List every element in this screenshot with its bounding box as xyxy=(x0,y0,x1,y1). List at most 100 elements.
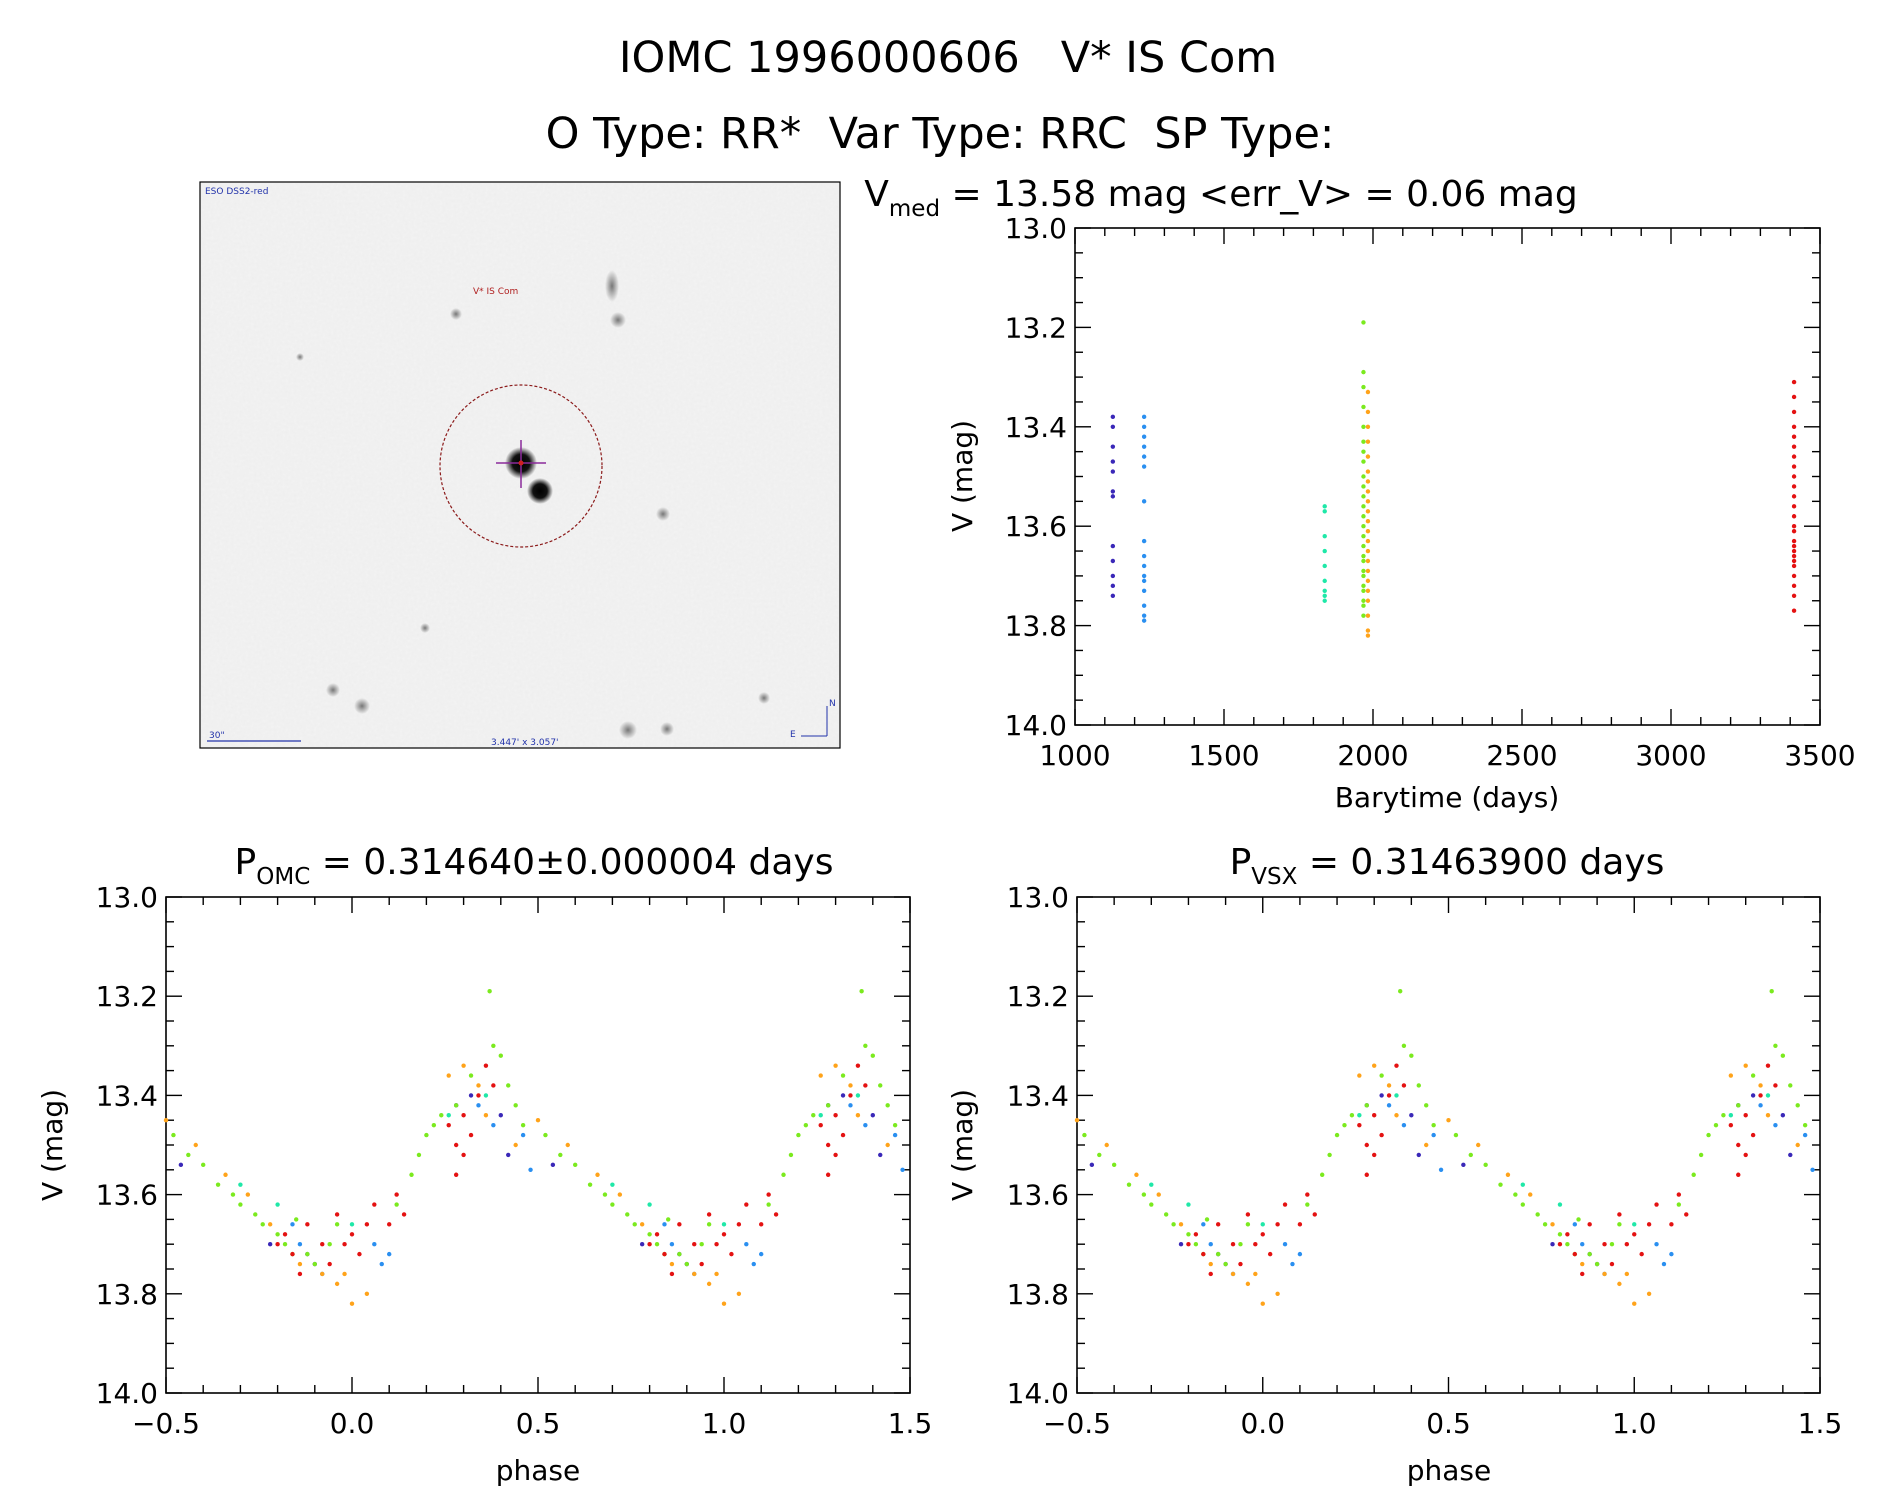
phase-omc-point-green xyxy=(431,1122,437,1128)
phase-omc-point-cyan xyxy=(446,1113,451,1118)
phase-vsx-point-blue xyxy=(1773,1122,1778,1128)
phase-omc-point-purple xyxy=(498,1113,503,1118)
phase-omc-point-green xyxy=(840,1073,846,1078)
phase-omc-point-orange xyxy=(833,1063,838,1068)
lightcurve-point-red xyxy=(1791,504,1797,509)
phase-vsx-point-green xyxy=(1082,1132,1087,1138)
phase-omc-point-orange xyxy=(535,1118,541,1123)
phase-omc-point-orange xyxy=(297,1261,303,1267)
phase-vsx-point-red xyxy=(1186,1242,1191,1247)
phase-omc-point-red xyxy=(759,1222,764,1227)
phase-vsx-point-red xyxy=(1357,1122,1362,1128)
phase-vsx-point-green xyxy=(1204,1217,1210,1222)
phase-omc-point-blue xyxy=(379,1261,384,1267)
lightcurve-point-blue xyxy=(1141,603,1147,608)
lightcurve-ytick-label: 13.0 xyxy=(1005,212,1067,245)
lightcurve-point-orange xyxy=(1365,538,1371,544)
finder-faint-star xyxy=(610,312,626,328)
phase-vsx-point-red xyxy=(1305,1192,1310,1197)
phase-omc-point-red xyxy=(736,1222,742,1227)
phase-omc-point-orange xyxy=(334,1281,340,1287)
phase-vsx-ytick-label: 13.8 xyxy=(1007,1278,1069,1311)
phase-omc-point-green xyxy=(491,1043,496,1049)
lightcurve-point-green xyxy=(1361,514,1366,519)
lightcurve-title: Vmed = 13.58 mag <err_V> = 0.06 mag xyxy=(864,174,1577,222)
finder-faint-star xyxy=(450,308,462,320)
phase-vsx-point-blue xyxy=(1572,1222,1578,1227)
phase-omc-point-orange xyxy=(565,1142,570,1148)
finder-survey-label: ESO DSS2-red xyxy=(205,187,268,197)
phase-vsx-point-green xyxy=(1802,1122,1808,1128)
phase-vsx-point-green xyxy=(1713,1122,1719,1128)
lightcurve-xtick-label: 2500 xyxy=(1486,739,1557,772)
phase-omc-point-green xyxy=(253,1212,258,1217)
phase-omc-point-orange xyxy=(885,1142,890,1148)
phase-omc-point-green xyxy=(796,1132,801,1138)
phase-vsx-point-red xyxy=(1750,1132,1756,1138)
phase-vsx-point-orange xyxy=(1795,1142,1800,1148)
lightcurve-point-red xyxy=(1791,573,1797,579)
lightcurve-points xyxy=(1110,320,1797,638)
phase-vsx-point-purple xyxy=(1461,1162,1466,1168)
phase-vsx-point-green xyxy=(1565,1242,1570,1247)
lightcurve-point-red xyxy=(1791,454,1797,459)
lightcurve-point-red xyxy=(1791,583,1797,589)
phase-vsx-points xyxy=(1074,989,1815,1306)
phase-vsx-point-red xyxy=(1743,1152,1748,1158)
phase-omc-point-red xyxy=(364,1222,370,1227)
phase-vsx-xtick-label: 0.0 xyxy=(1240,1407,1285,1440)
phase-vsx-point-green xyxy=(1453,1132,1459,1138)
phase-vsx-point-red xyxy=(1587,1222,1592,1227)
phase-omc-point-orange xyxy=(595,1172,600,1177)
phase-vsx-point-red xyxy=(1238,1261,1243,1267)
phase-omc-point-red xyxy=(401,1212,407,1217)
phase-vsx-point-cyan xyxy=(1186,1202,1191,1207)
phase-omc-point-cyan xyxy=(855,1093,861,1098)
phase-vsx-point-red xyxy=(1267,1251,1273,1257)
phase-omc-point-blue xyxy=(892,1132,898,1138)
lightcurve-point-orange xyxy=(1365,568,1371,574)
phase-vsx-point-green xyxy=(1245,1222,1251,1227)
lightcurve-point-green xyxy=(1361,603,1366,608)
phase-vsx-point-green xyxy=(1186,1232,1191,1237)
lightcurve-point-orange xyxy=(1365,528,1371,534)
phase-vsx-point-green xyxy=(1401,1043,1407,1049)
phase-omc-point-red xyxy=(387,1222,392,1227)
phase-vsx-point-blue xyxy=(1290,1261,1295,1267)
phase-vsx-point-red xyxy=(1379,1132,1384,1138)
lightcurve-point-green xyxy=(1361,568,1366,574)
phase-vsx-point-green xyxy=(1364,1103,1369,1108)
lightcurve-point-cyan xyxy=(1322,563,1327,569)
phase-vsx-point-red xyxy=(1743,1113,1748,1118)
lightcurve-point-green xyxy=(1361,583,1366,589)
phase-omc-point-blue xyxy=(662,1222,667,1227)
phase-vsx-axes xyxy=(1076,896,1821,1394)
lightcurve-point-green xyxy=(1361,558,1366,564)
phase-vsx-point-red xyxy=(1572,1251,1578,1257)
phase-omc-point-orange xyxy=(446,1073,451,1078)
phase-omc-point-orange xyxy=(669,1261,675,1267)
lightcurve-point-cyan xyxy=(1322,533,1327,539)
phase-omc-point-red xyxy=(773,1212,779,1217)
phase-vsx-ytick-labels: 13.0 13.2 13.4 13.6 13.8 14.0 xyxy=(1007,881,1069,1410)
lightcurve-point-green xyxy=(1361,613,1366,618)
lightcurve-point-green xyxy=(1361,369,1366,375)
phase-omc-point-green xyxy=(260,1222,265,1227)
phase-vsx-point-orange xyxy=(1372,1063,1377,1068)
phase-omc-point-green xyxy=(684,1261,689,1267)
phase-vsx-point-blue xyxy=(1810,1167,1815,1173)
phase-omc-ytick-label: 13.8 xyxy=(96,1278,158,1311)
lightcurve-point-red xyxy=(1791,528,1797,534)
phase-vsx-point-purple xyxy=(1089,1162,1095,1168)
phase-omc-point-red xyxy=(848,1093,853,1098)
phase-omc-point-green xyxy=(610,1202,615,1207)
phase-vsx-point-red xyxy=(1372,1152,1377,1158)
lightcurve-point-green xyxy=(1361,459,1366,464)
lightcurve-ytick-label: 13.8 xyxy=(1005,610,1067,643)
lightcurve-ytick-label: 14.0 xyxy=(1005,709,1067,742)
lightcurve-point-orange xyxy=(1365,548,1371,554)
lightcurve-point-green xyxy=(1361,449,1366,454)
phase-omc-point-red xyxy=(342,1242,347,1247)
phase-vsx-ytick-label: 13.4 xyxy=(1007,1079,1069,1112)
phase-omc-point-cyan xyxy=(647,1202,652,1207)
